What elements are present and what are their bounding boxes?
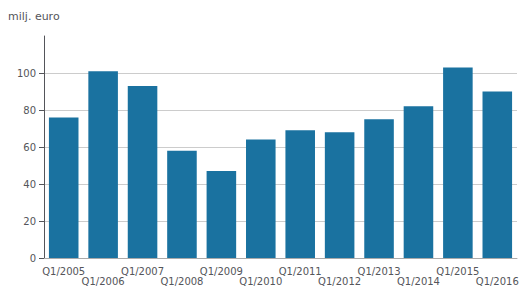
svg-text:40: 40 [23, 179, 36, 190]
svg-text:20: 20 [23, 216, 36, 227]
svg-text:Q1/2011: Q1/2011 [279, 266, 322, 277]
svg-text:Q1/2014: Q1/2014 [397, 276, 440, 287]
svg-text:Q1/2008: Q1/2008 [160, 276, 203, 287]
svg-text:80: 80 [23, 105, 36, 116]
svg-text:Q1/2015: Q1/2015 [436, 266, 479, 277]
svg-text:Q1/2013: Q1/2013 [358, 266, 401, 277]
svg-text:Q1/2006: Q1/2006 [82, 276, 125, 287]
svg-text:Q1/2005: Q1/2005 [42, 266, 85, 277]
svg-text:Q1/2010: Q1/2010 [239, 276, 282, 287]
svg-text:Q1/2012: Q1/2012 [318, 276, 361, 287]
svg-text:100: 100 [17, 68, 36, 79]
svg-text:60: 60 [23, 142, 36, 153]
svg-text:Q1/2007: Q1/2007 [121, 266, 164, 277]
svg-text:Q1/2009: Q1/2009 [200, 266, 243, 277]
svg-text:Q1/2016: Q1/2016 [476, 276, 519, 287]
svg-text:0: 0 [30, 253, 36, 264]
svg-text:milj. euro: milj. euro [8, 10, 60, 23]
